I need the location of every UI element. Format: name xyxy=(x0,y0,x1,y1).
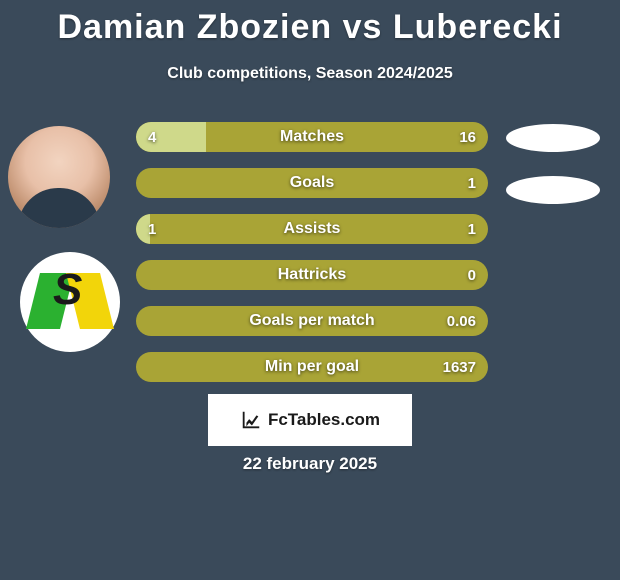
comparison-bars: 4Matches16Goals11Assists1Hattricks0Goals… xyxy=(136,122,488,398)
player2-club-placeholder xyxy=(506,176,600,204)
stat-value-right: 16 xyxy=(459,122,476,152)
player2-avatar-placeholder xyxy=(506,124,600,152)
stat-bar: Goals per match0.06 xyxy=(136,306,488,336)
stat-value-right: 0.06 xyxy=(447,306,476,336)
stat-value-right: 0 xyxy=(468,260,476,290)
stat-label: Goals xyxy=(136,168,488,198)
stat-bar: Min per goal1637 xyxy=(136,352,488,382)
stat-label: Matches xyxy=(136,122,488,152)
stat-bar: Hattricks0 xyxy=(136,260,488,290)
footer-text: FcTables.com xyxy=(268,410,380,430)
page-subtitle: Club competitions, Season 2024/2025 xyxy=(0,65,620,83)
stat-label: Assists xyxy=(136,214,488,244)
chart-icon xyxy=(240,409,262,431)
stat-bar: 1Assists1 xyxy=(136,214,488,244)
player1-club-badge: S xyxy=(20,252,120,352)
stat-label: Hattricks xyxy=(136,260,488,290)
date-label: 22 february 2025 xyxy=(0,454,620,474)
stat-value-right: 1 xyxy=(468,214,476,244)
stat-value-right: 1637 xyxy=(443,352,476,382)
stat-value-right: 1 xyxy=(468,168,476,198)
player1-avatar xyxy=(8,126,110,228)
stat-bar: 4Matches16 xyxy=(136,122,488,152)
stat-bar: Goals1 xyxy=(136,168,488,198)
stat-label: Goals per match xyxy=(136,306,488,336)
footer-attribution: FcTables.com xyxy=(208,394,412,446)
page-title: Damian Zbozien vs Luberecki xyxy=(0,0,620,47)
stat-label: Min per goal xyxy=(136,352,488,382)
